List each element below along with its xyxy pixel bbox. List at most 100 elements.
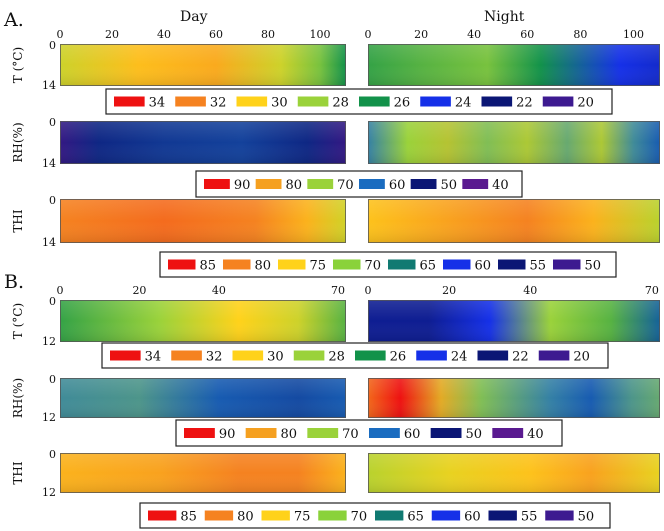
y-axis-label: RH(%) [11, 378, 25, 418]
legend-swatch [359, 179, 385, 189]
legend-swatch [148, 510, 177, 521]
heatmap-border [368, 44, 660, 86]
legend-value: 55 [521, 510, 538, 525]
legend-swatch [261, 510, 290, 521]
legend-swatch [462, 179, 489, 189]
y-tick-label: 12 [42, 411, 56, 424]
y-tick-label: 0 [49, 39, 56, 52]
x-tick-label: 80 [261, 28, 275, 41]
legend-value: 40 [527, 427, 544, 442]
legend-swatch [477, 350, 509, 361]
legend-swatch [171, 350, 202, 361]
legend-value: 75 [294, 510, 311, 525]
legend-value: 85 [180, 510, 197, 525]
heatmap-a-day-rh: 0 14 RH(%) [11, 116, 346, 170]
legend-swatch [114, 96, 145, 107]
heatmap-a-day-thi: 0 14 THI [11, 194, 346, 249]
y-tick-label: 0 [49, 448, 56, 461]
legend-swatch [553, 259, 581, 270]
legend-value: 70 [351, 510, 368, 525]
legend-value: 50 [585, 259, 602, 274]
x-tick-label: 70 [645, 284, 659, 297]
heatmap-shading [368, 199, 660, 243]
x-tick-label: 0 [365, 284, 372, 297]
legend-value: 34 [145, 350, 162, 365]
legend-swatch [492, 428, 524, 438]
x-tick-label: 20 [414, 28, 428, 41]
heatmap-shading [60, 44, 346, 86]
heatmap-border [60, 44, 346, 86]
legend-swatch [245, 428, 277, 438]
y-axis-label: T (°C) [11, 47, 25, 83]
x-tick-label: 0 [57, 284, 64, 297]
legend-value: 65 [420, 259, 437, 274]
legend-value: 20 [577, 96, 594, 111]
heatmap-shading [368, 453, 660, 493]
legend-swatch [355, 350, 386, 361]
color-legends: 34 32 30 28 26 24 22 20 90 80 70 60 50 40 85 80 75 70 65 60… [101, 88, 617, 529]
heatmap-border [368, 300, 660, 342]
x-tick-label: 100 [310, 28, 331, 41]
legend-swatch [443, 259, 471, 270]
column-title-night: Night [484, 9, 525, 25]
legend-value: 50 [466, 427, 483, 442]
heatmap-shading [368, 300, 660, 342]
legend-value: 26 [390, 350, 407, 365]
legend-value: 30 [267, 350, 284, 365]
x-tick-label: 60 [209, 28, 223, 41]
legend-swatch [538, 350, 570, 361]
heatmap-b-day-temperature: 0 20 40 70 0 12 T (°C) [11, 284, 346, 348]
legend-swatch [431, 510, 461, 521]
legend-thi: 85 80 75 70 65 60 55 50 [139, 502, 611, 529]
legend-value: 60 [464, 510, 481, 525]
heatmap-shading [60, 378, 346, 418]
legend-value: 28 [328, 350, 345, 365]
legend-swatch [255, 179, 282, 189]
legend-value: 70 [337, 178, 354, 193]
heatmap-border [60, 453, 346, 493]
legend-rh: 90 80 70 60 50 40 [195, 170, 523, 198]
legend-value: 90 [234, 178, 251, 193]
legend-value: 22 [512, 350, 529, 365]
heatmap-panels: 0 20 40 60 80 100 0 14 T (°C) 0 20 40 60 80 100 0 14 RH(%… [11, 28, 660, 499]
legend-swatch [175, 96, 206, 107]
legend-value: 30 [271, 96, 288, 111]
legend-swatch [278, 259, 306, 270]
heatmap-border [60, 378, 346, 418]
legend-value: 65 [407, 510, 424, 525]
legend-value: 85 [200, 259, 217, 274]
legend-swatch [204, 179, 230, 189]
heatmap-a-night-thi [368, 199, 660, 243]
legend-swatch [542, 96, 574, 107]
legend-value: 22 [516, 96, 533, 111]
legend-swatch [232, 350, 264, 361]
heatmap-b-night-temperature: 0 20 40 70 [365, 284, 660, 342]
legend-swatch [110, 350, 141, 361]
legend-temperature: 34 32 30 28 26 24 22 20 [105, 88, 613, 115]
legend-swatch [223, 259, 251, 270]
heatmap-shading [368, 378, 660, 418]
x-tick-label: 20 [132, 284, 146, 297]
legend-value: 70 [342, 427, 359, 442]
y-tick-label: 0 [49, 116, 56, 129]
y-tick-label: 14 [42, 236, 56, 249]
legend-swatch [410, 179, 437, 189]
heatmap-border [368, 378, 660, 418]
y-axis-label: RH(%) [11, 122, 25, 162]
heatmap-b-day-rh: 0 12 RH(%) [11, 373, 346, 424]
legend-value: 24 [451, 350, 468, 365]
legend-value: 40 [492, 178, 509, 193]
legend-value: 75 [310, 259, 327, 274]
legend-value: 50 [578, 510, 595, 525]
panel-label-b: B. [4, 271, 24, 293]
legend-swatch [297, 96, 329, 107]
legend-value: 60 [389, 178, 406, 193]
legend-swatch [333, 259, 361, 270]
legend-swatch [430, 428, 462, 438]
legend-value: 50 [441, 178, 458, 193]
y-tick-label: 0 [49, 194, 56, 207]
x-tick-label: 40 [467, 28, 481, 41]
heatmap-border [60, 300, 346, 342]
x-tick-label: 60 [520, 28, 534, 41]
heatmap-shading [60, 300, 346, 342]
